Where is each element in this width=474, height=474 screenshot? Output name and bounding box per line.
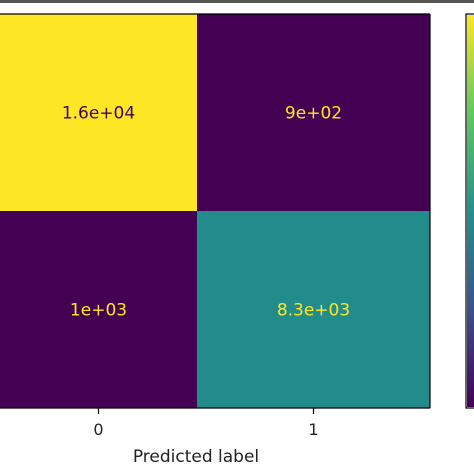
x-tick-label-0: 0	[93, 420, 103, 439]
colorbar-gradient	[467, 15, 474, 407]
heatmap-cell-0-1	[197, 14, 431, 212]
heatmap-cell-0-0	[0, 14, 198, 212]
x-axis-label: Predicted label	[133, 447, 259, 467]
cell-value-label-0-1: 9e+02	[285, 104, 342, 124]
heatmap-cell-1-0	[0, 211, 198, 409]
top-border-line	[0, 0, 474, 3]
cell-value-label-1-1: 8.3e+03	[277, 301, 350, 321]
cell-value-label-1-0: 1e+03	[70, 301, 127, 321]
x-tick-label-1: 1	[308, 420, 318, 439]
heatmap-cell-1-1	[197, 211, 431, 409]
cell-value-label-0-0: 1.6e+04	[62, 104, 135, 124]
